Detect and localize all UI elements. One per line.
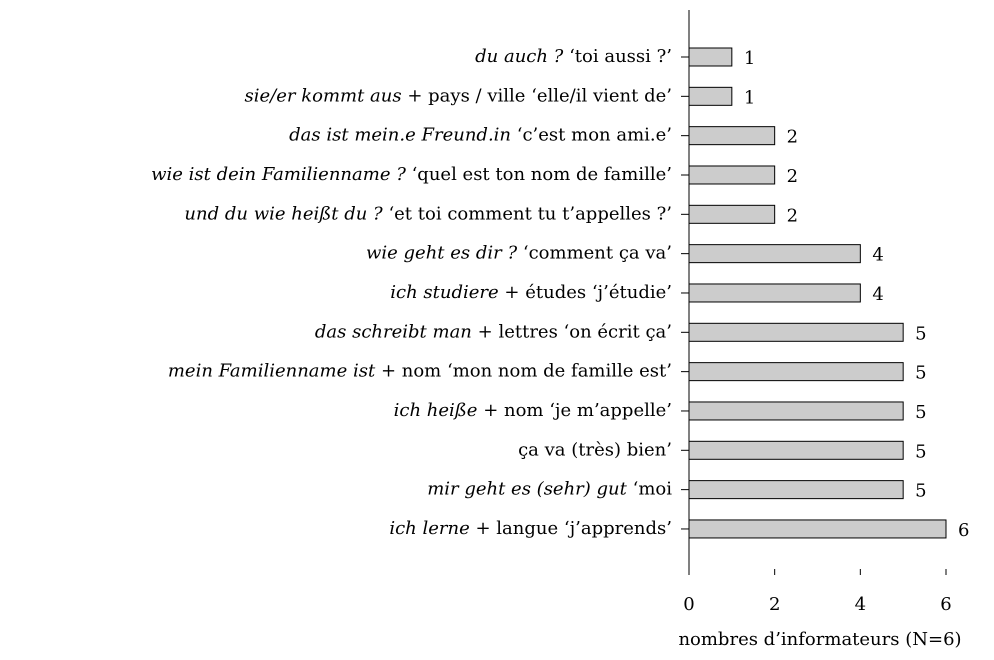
label-roman: + nom ‘mon nom de famille est’: [381, 361, 672, 382]
label-italic: das schreibt man: [315, 321, 472, 342]
label-italic: ich heiße: [394, 400, 478, 421]
value-label: 5: [915, 441, 926, 462]
x-tick-label: 2: [769, 594, 780, 615]
bar: [688, 165, 776, 185]
label-roman: ça va (très) bien’: [518, 439, 672, 460]
bar: [688, 519, 947, 539]
y-tick-label: ich lerne + langue ‘j’apprends’: [389, 518, 672, 539]
label-roman: + pays / ville ‘elle/il vient de’: [407, 85, 672, 106]
label-roman: + nom ‘je m’appelle’: [483, 400, 672, 421]
value-label: 2: [787, 205, 798, 226]
label-italic: und du wie heißt du ?: [184, 203, 383, 224]
label-roman: ‘quel est ton nom de famille’: [412, 164, 672, 185]
bar: [688, 480, 904, 500]
bar: [688, 47, 733, 67]
value-label: 1: [744, 87, 755, 108]
y-tick-label: ich studiere + études ‘j’étudie’: [390, 282, 672, 303]
label-italic: mir geht es (sehr) gut: [427, 479, 627, 500]
label-italic: sie/er kommt aus: [245, 85, 402, 106]
value-label: 2: [787, 166, 798, 187]
y-tick-label: mir geht es (sehr) gut ‘moi: [427, 479, 672, 500]
y-tick-label: und du wie heißt du ? ‘et toi comment tu…: [184, 203, 672, 224]
y-tick-label: das schreibt man + lettres ‘on écrit ça’: [315, 321, 672, 342]
value-label: 5: [915, 481, 926, 502]
y-tick-label: wie ist dein Familienname ? ‘quel est to…: [151, 164, 672, 185]
label-roman: ‘toi aussi ?’: [569, 46, 672, 67]
bar: [688, 322, 904, 342]
bar: [688, 86, 733, 106]
label-italic: du auch ?: [475, 46, 564, 67]
y-tick-label: sie/er kommt aus + pays / ville ‘elle/il…: [245, 85, 672, 106]
label-italic: das ist mein.e Freund.in: [289, 125, 511, 146]
label-italic: mein Familienname ist: [168, 361, 376, 382]
label-roman: + langue ‘j’apprends’: [475, 518, 672, 539]
label-italic: wie ist dein Familienname ?: [151, 164, 406, 185]
label-roman: + études ‘j’étudie’: [504, 282, 672, 303]
y-tick-label: ça va (très) bien’: [518, 439, 672, 460]
y-tick-label: ich heiße + nom ‘je m’appelle’: [394, 400, 672, 421]
x-axis-label: nombres d’informateurs (N=6): [678, 629, 961, 650]
y-tick-label: wie geht es dir ? ‘comment ça va’: [366, 243, 672, 264]
label-italic: wie geht es dir ?: [366, 243, 517, 264]
y-tick-label: du auch ? ‘toi aussi ?’: [475, 46, 672, 67]
bar: [688, 440, 904, 460]
y-tick-label: das ist mein.e Freund.in ‘c’est mon ami.…: [289, 125, 672, 146]
bar: [688, 126, 776, 146]
label-italic: ich studiere: [390, 282, 498, 303]
value-label: 5: [915, 323, 926, 344]
y-tick-label: mein Familienname ist + nom ‘mon nom de …: [168, 361, 672, 382]
label-roman: + lettres ‘on écrit ça’: [478, 321, 672, 342]
bar: [688, 283, 861, 303]
label-roman: ‘comment ça va’: [523, 243, 672, 264]
bar: [688, 362, 904, 382]
value-label: 2: [787, 127, 798, 148]
x-tick-label: 0: [683, 594, 694, 615]
value-label: 4: [872, 245, 883, 266]
value-label: 4: [872, 284, 883, 305]
label-roman: ‘et toi comment tu t’appelles ?’: [388, 203, 672, 224]
bar: [688, 401, 904, 421]
x-tick-label: 4: [855, 594, 866, 615]
label-roman: ‘c’est mon ami.e’: [517, 125, 672, 146]
value-label: 5: [915, 402, 926, 423]
x-tick-label: 6: [940, 594, 951, 615]
label-roman: ‘moi: [633, 479, 673, 500]
value-label: 5: [915, 363, 926, 384]
label-italic: ich lerne: [389, 518, 469, 539]
bar: [688, 204, 776, 224]
bar: [688, 244, 861, 264]
value-label: 6: [958, 520, 969, 541]
value-label: 1: [744, 48, 755, 69]
